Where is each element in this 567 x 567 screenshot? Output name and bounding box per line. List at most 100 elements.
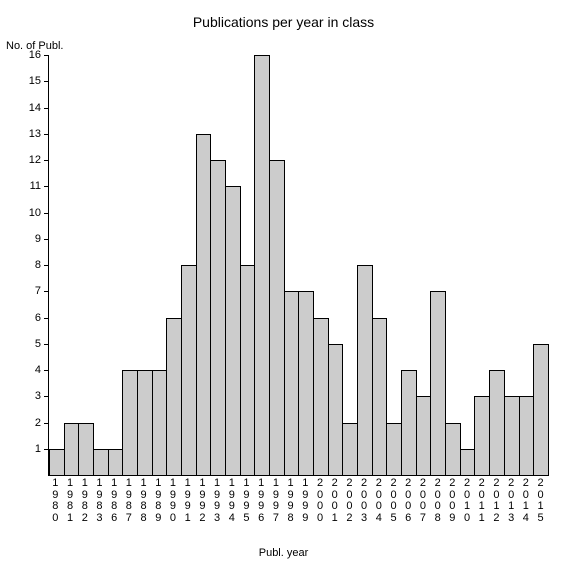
bar <box>372 318 388 476</box>
x-tick-label: 1993 <box>210 478 225 524</box>
x-tick-label: 2004 <box>371 478 386 524</box>
y-tick <box>44 396 49 397</box>
x-tick-label: 2006 <box>401 478 416 524</box>
bar <box>254 55 270 475</box>
x-tick-label: 1988 <box>136 478 151 524</box>
x-tick-label: 2005 <box>386 478 401 524</box>
x-tick-label: 1999 <box>298 478 313 524</box>
y-tick-label: 2 <box>35 417 41 429</box>
bar <box>181 265 197 475</box>
y-tick <box>44 55 49 56</box>
bar <box>430 291 446 475</box>
x-tick-label: 1992 <box>195 478 210 524</box>
y-tick-label: 4 <box>35 364 41 376</box>
x-tick-label: 2011 <box>474 478 489 524</box>
y-tick-label: 10 <box>29 207 41 219</box>
bar <box>210 160 226 475</box>
y-tick-label: 14 <box>29 102 41 114</box>
bar <box>93 449 109 475</box>
bar <box>460 449 476 475</box>
y-tick <box>44 213 49 214</box>
x-tick-label: 1996 <box>254 478 269 524</box>
x-tick-label: 2009 <box>445 478 460 524</box>
bar <box>401 370 417 475</box>
bar <box>504 396 520 475</box>
x-tick-label: 2001 <box>327 478 342 524</box>
bar <box>78 423 94 476</box>
y-tick <box>44 370 49 371</box>
bar <box>225 186 241 475</box>
bar <box>533 344 549 475</box>
x-labels-group: 1980198119821983198619871988198919901991… <box>48 478 548 524</box>
x-tick-label: 2007 <box>416 478 431 524</box>
x-tick-label: 1998 <box>283 478 298 524</box>
y-tick-label: 11 <box>30 180 41 192</box>
x-tick-label: 2002 <box>342 478 357 524</box>
x-tick-label: 1980 <box>48 478 63 524</box>
chart-title: Publications per year in class <box>0 14 567 30</box>
y-tick-label: 12 <box>29 154 41 166</box>
x-tick-label: 1987 <box>122 478 137 524</box>
x-tick-label: 1982 <box>77 478 92 524</box>
bar <box>416 396 432 475</box>
x-tick-label: 1981 <box>63 478 78 524</box>
x-tick-label: 2008 <box>430 478 445 524</box>
chart-container: Publications per year in class No. of Pu… <box>0 0 567 567</box>
x-tick-label: 2013 <box>504 478 519 524</box>
x-tick-label: 1990 <box>166 478 181 524</box>
x-tick-label: 1991 <box>180 478 195 524</box>
y-tick <box>44 344 49 345</box>
bar <box>122 370 138 475</box>
bar <box>64 423 80 476</box>
y-tick-label: 6 <box>35 312 41 324</box>
y-tick-label: 15 <box>29 75 41 87</box>
y-tick <box>44 291 49 292</box>
bar <box>328 344 344 475</box>
y-tick <box>44 186 49 187</box>
x-tick-label: 1989 <box>151 478 166 524</box>
y-tick-label: 1 <box>35 443 41 455</box>
y-tick <box>44 239 49 240</box>
bar <box>166 318 182 476</box>
bar <box>137 370 153 475</box>
bar <box>342 423 358 476</box>
bar <box>49 449 65 475</box>
bar <box>313 318 329 476</box>
bars-group <box>49 55 549 475</box>
y-tick <box>44 81 49 82</box>
plot-area: 12345678910111213141516 <box>48 55 549 476</box>
bar <box>152 370 168 475</box>
y-tick <box>44 449 49 450</box>
bar <box>489 370 505 475</box>
bar <box>269 160 285 475</box>
bar <box>196 134 212 475</box>
x-tick-label: 2012 <box>489 478 504 524</box>
x-tick-label: 2015 <box>533 478 548 524</box>
y-tick-label: 3 <box>35 390 41 402</box>
x-tick-label: 1997 <box>269 478 284 524</box>
y-tick <box>44 318 49 319</box>
y-tick-label: 7 <box>35 285 41 297</box>
y-tick-label: 5 <box>35 338 41 350</box>
x-tick-label: 1986 <box>107 478 122 524</box>
x-tick-label: 2000 <box>313 478 328 524</box>
x-tick-label: 2010 <box>460 478 475 524</box>
y-tick <box>44 265 49 266</box>
y-tick-label: 16 <box>29 49 41 61</box>
bar <box>445 423 461 476</box>
x-tick-label: 1983 <box>92 478 107 524</box>
bar <box>519 396 535 475</box>
bar <box>357 265 373 475</box>
x-tick-label: 1995 <box>239 478 254 524</box>
y-tick-label: 8 <box>35 259 41 271</box>
x-axis-label: Publ. year <box>0 547 567 559</box>
x-tick-label: 1994 <box>224 478 239 524</box>
bar <box>386 423 402 476</box>
bar <box>240 265 256 475</box>
x-tick-label: 2003 <box>357 478 372 524</box>
bar <box>284 291 300 475</box>
y-tick <box>44 423 49 424</box>
y-tick <box>44 134 49 135</box>
y-tick <box>44 108 49 109</box>
bar <box>108 449 124 475</box>
